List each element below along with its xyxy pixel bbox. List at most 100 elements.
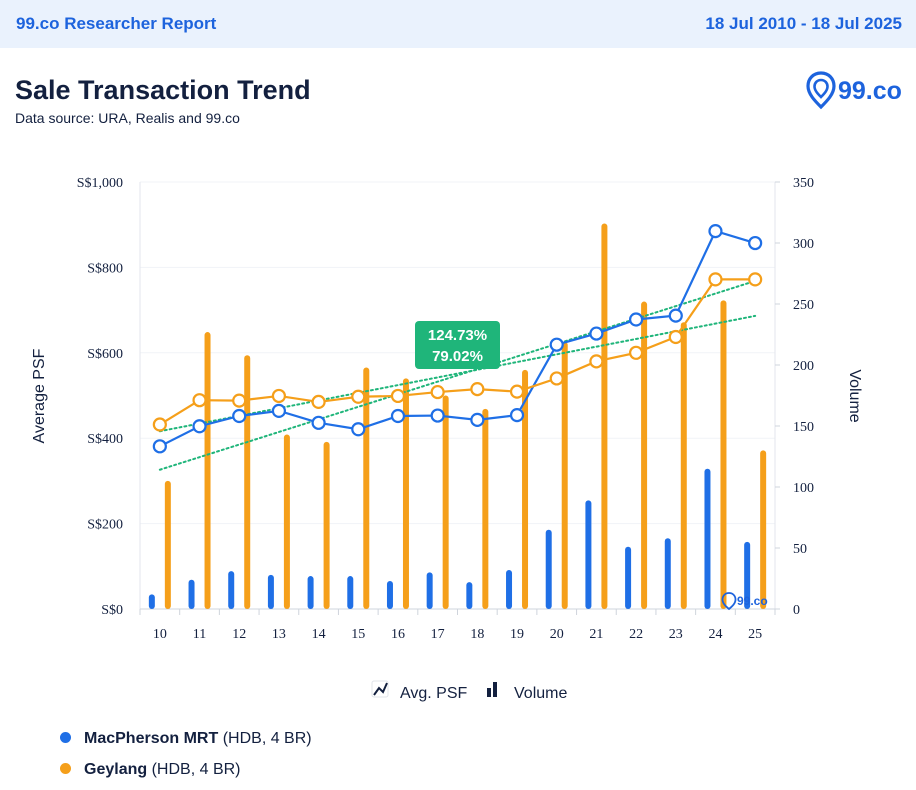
- bar-chart-icon-bar: [493, 682, 497, 697]
- psf-point: [351, 389, 366, 404]
- psf-point: [390, 388, 406, 404]
- line-chart-icon-stroke: [373, 682, 388, 696]
- legend-item-macpherson: MacPherson MRT (HDB, 4 BR): [60, 730, 312, 748]
- psf-line: [159, 229, 756, 448]
- volume-bar: [148, 594, 155, 609]
- report-date-range: 18 Jul 2010 - 18 Jul 2025: [705, 14, 902, 33]
- legend-volume-label: Volume: [514, 685, 567, 702]
- psf-point: [351, 422, 366, 437]
- trend-line: [158, 314, 757, 433]
- x-tick-label: 10: [153, 627, 167, 642]
- growth-label-geylang: 79.02%: [432, 348, 483, 365]
- volume-bar: [522, 369, 529, 609]
- brand-logo: 99.co: [806, 71, 902, 110]
- volume-bar: [204, 332, 211, 609]
- psf-point: [708, 224, 723, 239]
- psf-point: [748, 235, 763, 251]
- psf-point: [748, 272, 763, 287]
- y-right-tick-label: 100: [793, 481, 814, 496]
- psf-point: [509, 384, 525, 399]
- legend-project-detail: (HDB, 4 BR): [151, 761, 241, 778]
- volume-bar: [625, 546, 632, 609]
- y-right-tick-label: 50: [793, 542, 807, 557]
- bar-chart-icon-bar: [487, 688, 491, 697]
- report-header-bar: 99.co Researcher Report 18 Jul 2010 - 18…: [0, 0, 916, 48]
- x-tick-label: 15: [351, 627, 365, 642]
- y-right-tick-label: 250: [793, 298, 814, 313]
- x-tick-label: 11: [193, 627, 206, 642]
- location-pin-icon: [806, 71, 836, 110]
- x-tick-label: 20: [550, 627, 564, 642]
- psf-point: [589, 354, 604, 369]
- chart-type-legend: Avg. PSF Volume: [371, 680, 567, 702]
- volume-bar: [323, 441, 330, 609]
- psf-point: [549, 371, 564, 386]
- y-left-tick-label: S$200: [87, 518, 123, 533]
- volume-bar: [704, 468, 711, 609]
- watermark-text: 99.co: [737, 594, 768, 608]
- psf-point: [152, 417, 167, 432]
- volume-bar: [283, 434, 290, 609]
- volume-bar: [164, 480, 171, 609]
- volume-bar: [442, 395, 449, 609]
- data-source: Data source: URA, Realis and 99.co: [15, 110, 240, 126]
- volume-bar: [426, 572, 433, 609]
- psf-point: [668, 329, 683, 345]
- y-right-tick-label: 0: [793, 603, 800, 618]
- x-tick-label: 24: [708, 627, 722, 642]
- line-chart-icon: [371, 680, 389, 698]
- psf-point: [668, 308, 683, 323]
- x-tick-label: 16: [391, 627, 405, 642]
- volume-bar: [466, 582, 473, 609]
- psf-point: [271, 388, 287, 404]
- psf-line: [159, 278, 756, 426]
- x-tick-label: 22: [629, 627, 643, 642]
- watermark-pin-icon: [721, 592, 737, 611]
- legend-project-name: Geylang: [84, 761, 148, 778]
- y-left-tick-label: S$400: [87, 432, 123, 447]
- psf-point: [628, 345, 644, 360]
- psf-point: [470, 381, 485, 397]
- psf-point: [192, 419, 207, 434]
- y-left-tick-label: S$0: [101, 603, 123, 618]
- legend-dot-blue: [60, 732, 71, 743]
- volume-bar: [244, 355, 251, 609]
- psf-point: [430, 384, 445, 400]
- y-right-tick-label: 200: [793, 359, 814, 374]
- growth-label-box: [415, 321, 500, 369]
- x-tick-label: 19: [510, 627, 524, 642]
- volume-bar: [561, 341, 568, 609]
- volume-bar: [307, 576, 314, 609]
- legend-avg-psf-label: Avg. PSF: [400, 685, 468, 702]
- volume-bar: [506, 569, 513, 609]
- psf-point: [311, 394, 326, 410]
- psf-point: [589, 326, 604, 341]
- y-right-axis-title: Volume: [846, 369, 863, 422]
- y-left-tick-label: S$1,000: [77, 176, 123, 191]
- y-left-tick-label: S$600: [87, 347, 123, 362]
- psf-point: [232, 408, 247, 424]
- volume-bar: [760, 450, 767, 609]
- volume-bar: [664, 538, 671, 609]
- y-right-tick-label: 150: [793, 420, 814, 435]
- psf-point: [549, 337, 564, 352]
- psf-point: [152, 439, 167, 454]
- x-tick-label: 12: [232, 627, 246, 642]
- psf-point: [430, 408, 445, 423]
- volume-bar: [680, 322, 687, 609]
- volume-bar: [601, 223, 608, 610]
- x-tick-label: 25: [748, 627, 762, 642]
- page-title: Sale Transaction Trend: [15, 75, 311, 105]
- volume-bar: [267, 574, 274, 609]
- legend-item-geylang: Geylang (HDB, 4 BR): [60, 761, 241, 779]
- psf-point: [390, 408, 406, 424]
- psf-point: [628, 312, 644, 327]
- growth-label: 124.73% 79.02%: [415, 321, 500, 369]
- x-tick-label: 17: [431, 627, 445, 642]
- legend-dot-orange: [60, 763, 71, 774]
- volume-bar: [720, 300, 727, 609]
- y-left-tick-label: S$800: [87, 261, 123, 276]
- psf-point: [271, 403, 287, 418]
- report-brand: 99.co Researcher Report: [16, 14, 217, 33]
